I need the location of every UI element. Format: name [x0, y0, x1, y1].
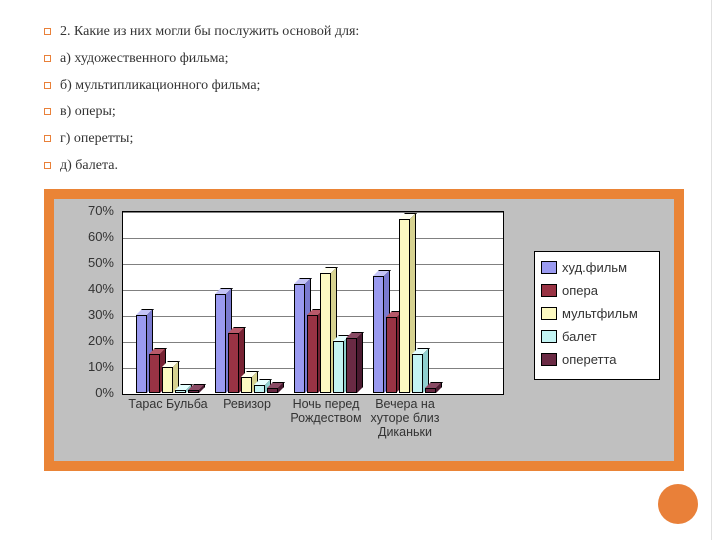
- legend-item: балет: [541, 327, 653, 347]
- legend-item: оперетта: [541, 350, 653, 370]
- bar: [346, 338, 357, 393]
- question-option: в) оперы;: [44, 104, 688, 121]
- bar: [294, 284, 305, 393]
- question-option: а) художественного фильма;: [44, 51, 688, 68]
- bar: [241, 377, 252, 393]
- bar: [333, 341, 344, 393]
- y-tick-label: 0%: [54, 385, 114, 400]
- question-prompt: 2. Какие из них могли бы послужить основ…: [44, 24, 688, 41]
- y-tick-label: 60%: [54, 229, 114, 244]
- chart-container: 0% 10% 20% 30% 40% 50% 60% 70% Тарас БульбаРеви…: [44, 189, 684, 471]
- bars-layer: [122, 211, 502, 393]
- question-option: д) балета.: [44, 158, 688, 175]
- bar: [228, 333, 239, 393]
- legend: худ.фильм опера мультфильм балет оперетт…: [534, 251, 660, 380]
- question-list: 2. Какие из них могли бы послужить основ…: [44, 24, 688, 175]
- bar: [320, 273, 331, 393]
- y-tick-label: 10%: [54, 359, 114, 374]
- legend-item: опера: [541, 281, 653, 301]
- bar: [425, 388, 436, 393]
- legend-item: мультфильм: [541, 304, 653, 324]
- bar: [149, 354, 160, 393]
- y-tick-label: 70%: [54, 203, 114, 218]
- bar: [267, 388, 278, 393]
- y-tick-label: 30%: [54, 307, 114, 322]
- y-tick-label: 40%: [54, 281, 114, 296]
- chart-panel: 0% 10% 20% 30% 40% 50% 60% 70% Тарас БульбаРеви…: [54, 199, 674, 461]
- legend-item: худ.фильм: [541, 258, 653, 278]
- bar: [399, 219, 410, 393]
- bar: [373, 276, 384, 393]
- bar: [188, 390, 199, 393]
- bar: [215, 294, 226, 393]
- bar: [386, 317, 397, 392]
- decorative-circle-icon: [658, 484, 698, 524]
- y-tick-label: 50%: [54, 255, 114, 270]
- x-axis-labels: Тарас БульбаРевизорНочь перед Рождеством…: [122, 397, 502, 453]
- bar: [254, 385, 265, 393]
- bar: [136, 315, 147, 393]
- bar: [175, 390, 186, 393]
- question-option: б) мультипликационного фильма;: [44, 78, 688, 95]
- question-option: г) оперетты;: [44, 131, 688, 148]
- bar: [412, 354, 423, 393]
- y-tick-label: 20%: [54, 333, 114, 348]
- x-tick-label: Вечера на хуторе близ Диканьки: [358, 397, 453, 439]
- bar: [307, 315, 318, 393]
- bar: [162, 367, 173, 393]
